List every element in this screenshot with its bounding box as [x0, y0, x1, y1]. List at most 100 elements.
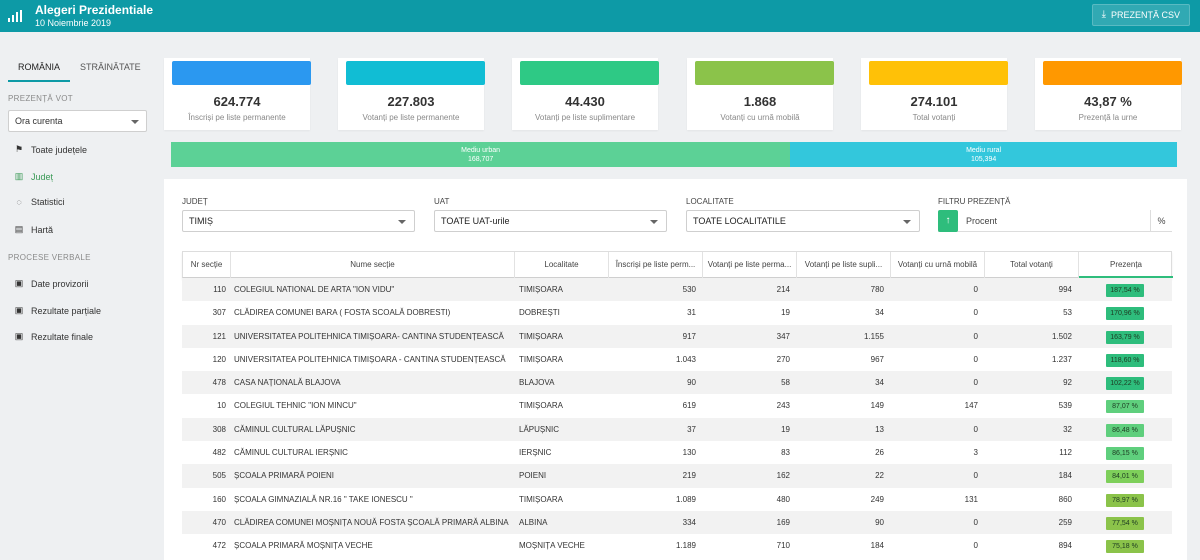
cell-localitate: MOȘNIȚA VECHE	[519, 541, 585, 551]
sidebar-item-statistici[interactable]: ◌ Statistici	[14, 197, 64, 207]
cell-votanti-supl: 780	[870, 285, 884, 294]
col-header-total[interactable]: Total votanți	[985, 252, 1079, 278]
time-select[interactable]: Ora curenta	[8, 110, 147, 132]
prezenta-percent-input[interactable]: Procent	[966, 216, 998, 226]
table-row[interactable]: 482 CĂMINUL CULTURAL IERȘNIC IERȘNIC 130 83 2…	[182, 441, 1172, 464]
table-row[interactable]: 505 ȘCOALA PRIMARĂ POIENI POIENI 219 162 22 0 1…	[182, 464, 1172, 488]
col-header-votanti-supl[interactable]: Votanți pe liste supli...	[797, 252, 891, 278]
cell-nume: CLĂDIREA COMUNEI MOȘNIȚA NOUĂ FOSTA ȘCOA…	[234, 517, 509, 527]
cell-inscrisi: 1.089	[675, 494, 696, 504]
table-row[interactable]: 10 COLEGIUL TEHNIC "ION MINCU" TIMIȘOARA 61…	[182, 394, 1172, 417]
localitate-select[interactable]: TOATE LOCALITATILE	[686, 210, 920, 232]
col-header-nume[interactable]: Nume secție	[231, 252, 515, 278]
cell-urna-mobila: 0	[973, 331, 978, 341]
cell-urna-mobila: 0	[973, 541, 978, 551]
col-header-prezenta[interactable]: Prezența	[1079, 252, 1173, 278]
cell-localitate: TIMIȘOARA	[519, 494, 564, 504]
cell-prezenta: 87,07 %	[1078, 394, 1172, 417]
table-row[interactable]: 121 UNIVERSITATEA POLITEHNICA TIMIȘOARA- …	[182, 324, 1172, 348]
table-row[interactable]: 307 CLĂDIREA COMUNEI BARA ( FOSTA SCOALĂ …	[182, 301, 1172, 324]
circle-icon: ◌	[16, 197, 22, 207]
cell-localitate: TIMIȘOARA	[519, 331, 564, 341]
table-row[interactable]: 478 CASA NAȚIONALĂ BLAJOVA BLAJOVA 90 58 34 0 9…	[182, 371, 1172, 395]
chevron-down-icon	[131, 120, 139, 124]
sidebar-item-judet[interactable]: ▥ Județ	[14, 171, 53, 182]
document-icon: ▣	[14, 278, 24, 288]
cell-votanti-perm: 347	[776, 331, 790, 341]
cell-localitate: ALBINA	[519, 517, 548, 527]
cell-prezenta: 102,22 %	[1078, 371, 1172, 394]
cell-inscrisi: 90	[687, 378, 696, 388]
cell-inscrisi: 530	[682, 285, 696, 294]
cell-votanti-supl: 149	[870, 401, 884, 411]
table-row[interactable]: 308 CĂMINUL CULTURAL LĂPUȘNIC LĂPUȘNIC 37 19…	[182, 417, 1172, 442]
logo-bars-icon	[8, 10, 22, 22]
sidebar-item-toate-judetele[interactable]: ⚑ Toate județele	[14, 144, 87, 155]
cell-votanti-perm: 243	[776, 401, 790, 411]
cell-localitate: DOBREȘTI	[519, 308, 560, 318]
sidebar-item-label: Toate județele	[31, 144, 88, 155]
sidebar: ROMÂNIA STRĂINĂTATE PREZENȚĂ VOT Ora cur…	[0, 32, 155, 560]
tab-strainatate[interactable]: STRĂINĂTATE	[80, 62, 141, 72]
cell-urna-mobila: 0	[973, 308, 978, 318]
document-icon: ▣	[14, 305, 24, 315]
cell-nume: CASA NAȚIONALĂ BLAJOVA	[234, 378, 341, 388]
cell-prezenta: 77,54 %	[1078, 511, 1172, 534]
table-row[interactable]: 472 ȘCOALA PRIMARĂ MOȘNIȚA VECHE MOȘNIȚA V…	[182, 534, 1172, 557]
cell-localitate: BLAJOVA	[519, 378, 555, 388]
sort-up-arrow-icon[interactable]: ↑	[938, 210, 958, 232]
table-body: 110 COLEGIUL NATIONAL DE ARTA "ION VIDU" T…	[182, 278, 1172, 558]
cell-nr: 472	[212, 541, 226, 551]
cell-prezenta: 163,79 %	[1078, 325, 1172, 348]
export-csv-button[interactable]: ⤓ PREZENȚĂ CSV	[1091, 4, 1190, 26]
cell-urna-mobila: 0	[973, 354, 978, 364]
uat-select-value: TOATE UAT-urile	[441, 216, 510, 226]
stat-card-value: 44.430	[565, 94, 605, 109]
export-csv-label: PREZENȚĂ CSV	[1110, 10, 1180, 20]
tab-romania[interactable]: ROMÂNIA	[8, 62, 71, 82]
prezenta-badge: 86,48 %	[1106, 423, 1144, 437]
sidebar-item-rezultate-partiale[interactable]: ▣ Rezultate parțiale	[14, 305, 101, 316]
col-header-inscrisi[interactable]: Înscriși pe liste perm...	[609, 252, 703, 278]
time-select-value: Ora curenta	[15, 116, 63, 126]
col-header-votanti-perm[interactable]: Votanți pe liste perma...	[703, 252, 797, 278]
cell-votanti-perm: 58	[781, 378, 790, 388]
cell-votanti-perm: 83	[781, 448, 790, 458]
cell-inscrisi: 130	[682, 448, 696, 458]
cell-votanti-supl: 1.155	[863, 331, 884, 341]
table-row[interactable]: 110 COLEGIUL NATIONAL DE ARTA "ION VIDU" T…	[182, 278, 1172, 302]
cell-prezenta: 170,96 %	[1078, 301, 1172, 324]
cell-nume: CĂMINUL CULTURAL LĂPUȘNIC	[234, 424, 356, 434]
table-row[interactable]: 160 ȘCOALA GIMNAZIALĂ NR.16 " TAKE IONESC…	[182, 488, 1172, 511]
col-header-localitate[interactable]: Localitate	[515, 252, 609, 278]
sidebar-item-harta[interactable]: ▤ Hartă	[14, 224, 53, 235]
table-row[interactable]: 120 UNIVERSITATEA POLITEHNICA TIMIȘOARA -…	[182, 348, 1172, 371]
download-icon: ⤓	[1101, 9, 1106, 20]
cell-prezenta: 118,60 %	[1078, 348, 1172, 371]
cell-nr: 470	[212, 517, 226, 527]
cell-nume: UNIVERSITATEA POLITEHNICA TIMIȘOARA - CA…	[234, 354, 506, 364]
prezenta-filter: ↑ Procent %	[938, 210, 1172, 232]
cell-nr: 160	[212, 494, 226, 504]
cell-votanti-perm: 214	[776, 285, 790, 294]
col-header-nr[interactable]: Nr secție	[183, 252, 231, 278]
judet-select-value: TIMIȘ	[189, 216, 213, 226]
sidebar-item-rezultate-finale[interactable]: ▣ Rezultate finale	[14, 331, 93, 342]
sidebar-item-label: Hartă	[31, 224, 54, 235]
cell-inscrisi: 219	[682, 471, 696, 481]
judet-select[interactable]: TIMIȘ	[182, 210, 415, 232]
prezenta-badge: 163,79 %	[1106, 330, 1144, 344]
cell-total: 994	[1058, 285, 1072, 294]
cell-urna-mobila: 3	[973, 448, 978, 458]
uat-select[interactable]: TOATE UAT-urile	[434, 210, 667, 232]
prezenta-badge: 170,96 %	[1106, 307, 1144, 321]
stat-card-urna-mobila: 1.868 Votanți cu urnă mobilă	[687, 58, 834, 130]
table-row[interactable]: 470 CLĂDIREA COMUNEI MOȘNIȚA NOUĂ FOSTA Ș…	[182, 510, 1172, 535]
cell-nume: ȘCOALA PRIMARĂ MOȘNIȚA VECHE	[234, 541, 373, 551]
section-label-pv: PROCESE VERBALE	[8, 253, 91, 262]
cell-localitate: IERȘNIC	[519, 448, 552, 458]
app-header: Alegeri Prezidentiale 10 Noiembrie 2019 …	[0, 0, 1200, 32]
sidebar-item-date-provizorii[interactable]: ▣ Date provizorii	[14, 278, 89, 289]
cell-localitate: TIMIȘOARA	[519, 401, 564, 411]
col-header-urna-mobila[interactable]: Votanți cu urnă mobilă	[891, 252, 985, 278]
